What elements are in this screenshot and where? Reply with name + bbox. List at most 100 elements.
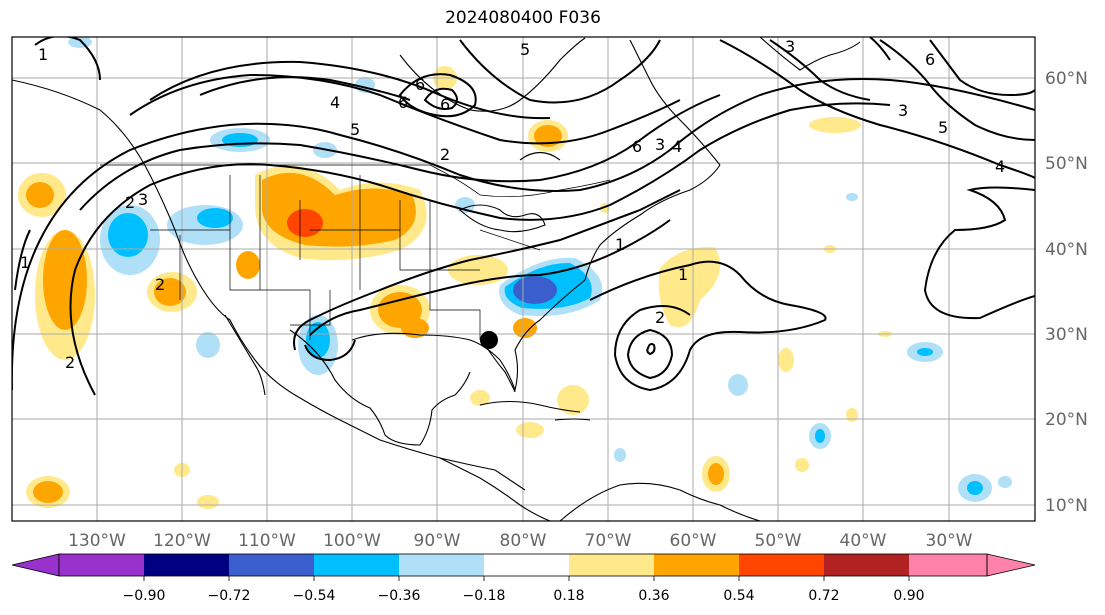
colorbar-segment: [314, 554, 399, 576]
colorbar-tick-label: −0.90: [123, 588, 166, 604]
coastline: [584, 164, 721, 281]
map-content: 1 1 2 2 3 4 5 6 6 6 6 5 4 3 2 1 2 3 3 4 …: [12, 37, 1035, 521]
longitude-label: 80°W: [500, 531, 547, 551]
colorbar-tick-label: 0.72: [808, 588, 839, 604]
longitude-label: 70°W: [585, 531, 632, 551]
colorbar-tick-label: −0.36: [378, 588, 421, 604]
contour-line: [309, 219, 671, 336]
contour-label: 1: [38, 45, 48, 64]
map-frame: [11, 36, 1036, 522]
positive-anomaly: [557, 385, 589, 415]
negative-anomaly: [998, 476, 1012, 488]
longitude-label: 90°W: [414, 531, 461, 551]
coastline: [759, 37, 861, 71]
contour-line: [923, 186, 1035, 320]
contour-label: 6: [398, 93, 408, 112]
positive-anomaly: [287, 209, 323, 237]
negative-anomaly: [728, 374, 748, 396]
contour-labels: 1 1 2 2 3 4 5 6 6 6 6 5 4 3 2 1 2 3 3 4 …: [20, 37, 1005, 372]
contour-label: 1: [678, 265, 688, 284]
negative-anomaly: [197, 208, 233, 228]
location-marker: [480, 331, 498, 349]
colorbar-segment: [484, 554, 569, 576]
coastline: [224, 314, 266, 396]
contour-label: 5: [350, 120, 360, 139]
colorbar: −0.90 −0.72 −0.54 −0.36 −0.18 0.18 0.36 …: [11, 553, 1036, 604]
latitude-label: 60°N: [1045, 69, 1088, 89]
contour-label: 1: [615, 235, 625, 254]
latitude-label: 30°N: [1045, 325, 1088, 345]
contour-label: 4: [672, 137, 682, 156]
positive-anomaly: [33, 481, 63, 503]
longitude-label: 60°W: [670, 531, 717, 551]
positive-anomaly: [708, 463, 724, 485]
shaded-anomalies: [18, 37, 1012, 509]
contour-line: [149, 60, 551, 120]
contour-label: 2: [440, 145, 450, 164]
positive-anomaly: [236, 251, 260, 279]
border: [150, 175, 541, 340]
colorbar-segment: [654, 554, 739, 576]
contour-line: [12, 78, 1035, 390]
negative-anomaly: [917, 348, 933, 356]
longitude-label: 130°W: [68, 531, 126, 551]
contour-line: [199, 76, 411, 101]
negative-anomaly: [846, 193, 858, 201]
longitude-label: 40°W: [840, 531, 887, 551]
negative-anomaly: [967, 481, 983, 495]
latitude-label: 20°N: [1045, 410, 1088, 430]
coastline: [12, 79, 551, 521]
contour-line: [79, 94, 721, 211]
positive-anomaly: [43, 230, 87, 330]
positive-anomaly: [513, 318, 537, 338]
positive-anomaly: [778, 348, 794, 372]
contour-line: [589, 260, 827, 392]
negative-anomaly: [513, 276, 557, 304]
longitude-label: 120°W: [153, 531, 211, 551]
colorbar-segment: [399, 554, 484, 576]
negative-anomaly: [815, 429, 825, 443]
latitude-label: 10°N: [1045, 496, 1088, 516]
contour-label: 1: [20, 253, 30, 272]
contour-line: [769, 39, 871, 101]
positive-anomaly: [154, 278, 186, 306]
contour-lines: [12, 37, 1035, 396]
contour-label: 6: [632, 137, 642, 156]
colorbar-tick-label: 0.36: [638, 588, 669, 604]
contour-label: 5: [520, 40, 530, 59]
contour-label: 3: [138, 190, 148, 209]
contour-line: [879, 39, 1035, 141]
contour-label: 3: [785, 37, 795, 56]
colorbar-segment: [739, 554, 824, 576]
latitude-label: 50°N: [1045, 154, 1088, 174]
contour-label: 3: [898, 101, 908, 120]
longitude-label: 50°W: [755, 531, 802, 551]
positive-anomaly: [26, 182, 54, 208]
colorbar-tick-label: −0.54: [293, 588, 336, 604]
contour-label: 5: [938, 118, 948, 137]
positive-anomaly: [197, 495, 219, 509]
positive-anomaly: [401, 318, 429, 338]
contour-label: 4: [330, 93, 340, 112]
negative-anomaly: [108, 213, 148, 257]
contour-line: [719, 39, 1035, 179]
contour-line: [293, 189, 681, 351]
coastline: [484, 344, 516, 393]
contour-label: 3: [655, 135, 665, 154]
positive-anomaly: [846, 408, 858, 422]
coastline: [439, 457, 526, 491]
contour-line: [423, 87, 458, 110]
colorbar-tick-label: 0.18: [553, 588, 584, 604]
colorbar-segment: [824, 554, 909, 576]
positive-anomaly: [795, 458, 809, 472]
contour-line: [626, 328, 674, 380]
colorbar-segment: [144, 554, 229, 576]
coastline: [554, 418, 591, 421]
contour-line: [304, 339, 356, 362]
latitude-label: 40°N: [1045, 240, 1088, 260]
longitude-label: 100°W: [323, 531, 381, 551]
contour-line: [459, 39, 661, 104]
contour-line: [929, 39, 1035, 97]
contour-line: [69, 102, 891, 396]
